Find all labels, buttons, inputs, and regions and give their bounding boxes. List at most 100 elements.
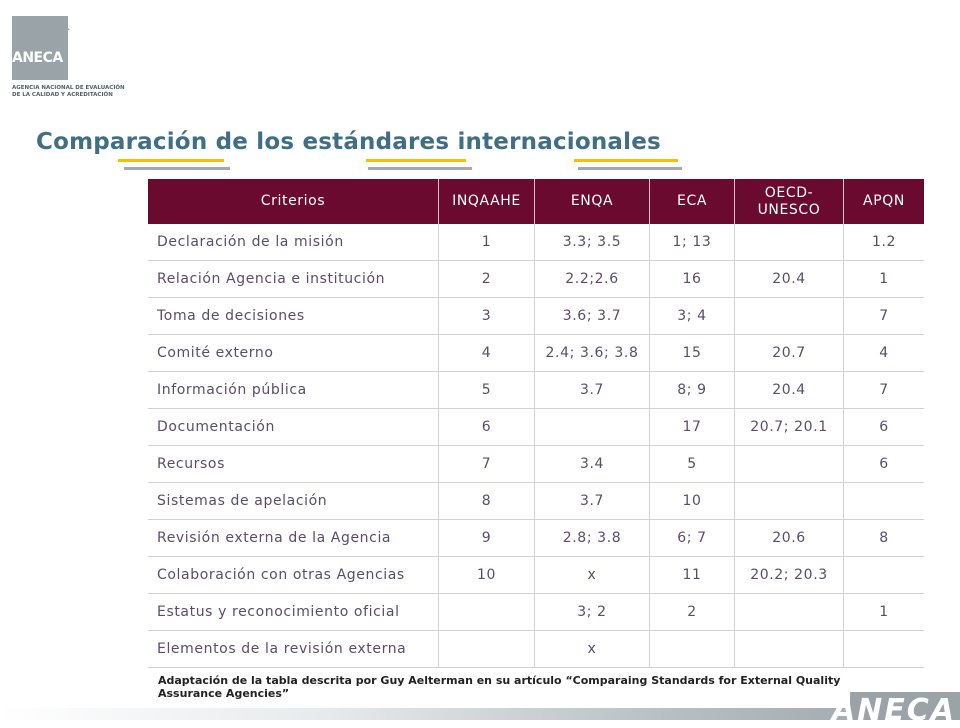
row-criterion: Elementos de la revisión externa — [148, 630, 439, 668]
bottom-logo: ANECA — [831, 693, 956, 728]
row-cell: 3 — [438, 297, 535, 335]
row-cell: 3.7 — [534, 371, 650, 409]
row-cell: 6 — [843, 408, 924, 446]
row-cell: 6; 7 — [649, 519, 735, 557]
row-cell: 5 — [438, 371, 535, 409]
header-apqn: APQN — [843, 179, 924, 224]
table-row: Comité externo 4 2.4; 3.6; 3.8 15 20.7 4 — [148, 334, 924, 372]
logo-subtitle-line-2: DE LA CALIDAD Y ACREDITACIÓN — [12, 92, 113, 98]
row-cell: 20.7 — [734, 334, 844, 372]
table-row: Documentación 6 17 20.7; 20.1 6 — [148, 408, 924, 446]
row-cell: 9 — [438, 519, 535, 557]
row-cell — [438, 593, 535, 631]
row-cell: x — [534, 630, 650, 668]
row-cell: 4 — [438, 334, 535, 372]
row-cell — [843, 556, 924, 594]
row-cell: 17 — [649, 408, 735, 446]
row-cell — [734, 630, 844, 668]
row-cell: 3.6; 3.7 — [534, 297, 650, 335]
row-cell: 1 — [843, 593, 924, 631]
row-cell: 16 — [649, 260, 735, 298]
row-cell: 1 — [438, 224, 535, 261]
row-cell: 20.4 — [734, 371, 844, 409]
row-cell: 20.2; 20.3 — [734, 556, 844, 594]
row-cell: 2 — [438, 260, 535, 298]
row-cell: 3.3; 3.5 — [534, 224, 650, 261]
row-cell: 1; 13 — [649, 224, 735, 261]
row-cell: 2.4; 3.6; 3.8 — [534, 334, 650, 372]
row-cell: 10 — [649, 482, 735, 520]
table-row: Recursos 7 3.4 5 6 — [148, 445, 924, 483]
bottom-logo-background — [850, 692, 960, 720]
row-cell — [649, 630, 735, 668]
title-underline-gold-1 — [118, 159, 224, 162]
header-oecd-unesco: OECD- UNESCO — [734, 179, 844, 224]
title-underline-grey-3 — [578, 167, 682, 170]
table-row: Declaración de la misión 1 3.3; 3.5 1; 13 1.… — [148, 224, 924, 261]
row-criterion: Revisión externa de la Agencia — [148, 519, 439, 557]
row-cell: 8 — [843, 519, 924, 557]
row-cell: 7 — [843, 297, 924, 335]
row-cell — [734, 593, 844, 631]
table-row: Revisión externa de la Agencia 9 2.8; 3.8 6… — [148, 519, 924, 557]
row-cell: 20.4 — [734, 260, 844, 298]
title-underline-gold-2 — [366, 159, 466, 162]
title-underline-grey-2 — [368, 167, 472, 170]
header-inqaahe: INQAAHE — [438, 179, 535, 224]
header-eca: ECA — [649, 179, 735, 224]
header-enqa: ENQA — [534, 179, 650, 224]
row-cell: x — [534, 556, 650, 594]
row-cell — [734, 445, 844, 483]
table-row: Colaboración con otras Agencias 10 x 11 20.2… — [148, 556, 924, 594]
footnote: Adaptación de la tabla descrita por Guy … — [158, 674, 841, 700]
row-cell: 15 — [649, 334, 735, 372]
row-criterion: Documentación — [148, 408, 439, 446]
logo-notch — [56, 16, 70, 30]
row-criterion: Toma de decisiones — [148, 297, 439, 335]
row-cell — [734, 224, 844, 261]
title-underline-grey-1 — [124, 167, 230, 170]
row-criterion: Información pública — [148, 371, 439, 409]
bottom-band — [0, 708, 960, 720]
row-cell: 1 — [843, 260, 924, 298]
row-cell: 3.4 — [534, 445, 650, 483]
table-row: Relación Agencia e institución 2 2.2;2.6 16… — [148, 260, 924, 298]
row-cell: 2.8; 3.8 — [534, 519, 650, 557]
row-cell: 7 — [438, 445, 535, 483]
row-criterion: Recursos — [148, 445, 439, 483]
row-cell: 20.7; 20.1 — [734, 408, 844, 446]
row-cell: 2.2;2.6 — [534, 260, 650, 298]
table-row: Sistemas de apelación 8 3.7 10 — [148, 482, 924, 520]
row-cell: 6 — [438, 408, 535, 446]
row-cell: 8 — [438, 482, 535, 520]
row-cell — [438, 630, 535, 668]
row-cell — [534, 408, 650, 446]
row-cell: 20.6 — [734, 519, 844, 557]
page-title: Comparación de los estándares internacio… — [36, 129, 661, 155]
row-criterion: Estatus y reconocimiento oficial — [148, 593, 439, 631]
row-cell: 3; 4 — [649, 297, 735, 335]
table-body: Declaración de la misión 1 3.3; 3.5 1; 13 1.… — [148, 224, 924, 668]
logo-subtitle: AGENCIA NACIONAL DE EVALUACIÓN DE LA CAL… — [12, 85, 152, 99]
row-criterion: Relación Agencia e institución — [148, 260, 439, 298]
row-cell: 3.7 — [534, 482, 650, 520]
table-row: Toma de decisiones 3 3.6; 3.7 3; 4 7 — [148, 297, 924, 335]
row-cell: 4 — [843, 334, 924, 372]
table-header-row: Criterios INQAAHE ENQA ECA OECD- UNESCO … — [148, 179, 924, 224]
row-cell: 11 — [649, 556, 735, 594]
header-criterios: Criterios — [148, 179, 439, 224]
title-underline-gold-3 — [574, 159, 678, 162]
criteria-table: Criterios INQAAHE ENQA ECA OECD- UNESCO … — [148, 179, 924, 668]
row-cell — [734, 482, 844, 520]
row-cell: 1.2 — [843, 224, 924, 261]
row-cell — [843, 630, 924, 668]
row-criterion: Colaboración con otras Agencias — [148, 556, 439, 594]
row-cell: 5 — [649, 445, 735, 483]
row-cell: 8; 9 — [649, 371, 735, 409]
logo-name: ANECA — [12, 50, 63, 66]
row-cell: 7 — [843, 371, 924, 409]
table-row: Información pública 5 3.7 8; 9 20.4 7 — [148, 371, 924, 409]
logo-subtitle-line-1: AGENCIA NACIONAL DE EVALUACIÓN — [12, 85, 125, 91]
table-row: Elementos de la revisión externa x — [148, 630, 924, 668]
row-cell: 10 — [438, 556, 535, 594]
